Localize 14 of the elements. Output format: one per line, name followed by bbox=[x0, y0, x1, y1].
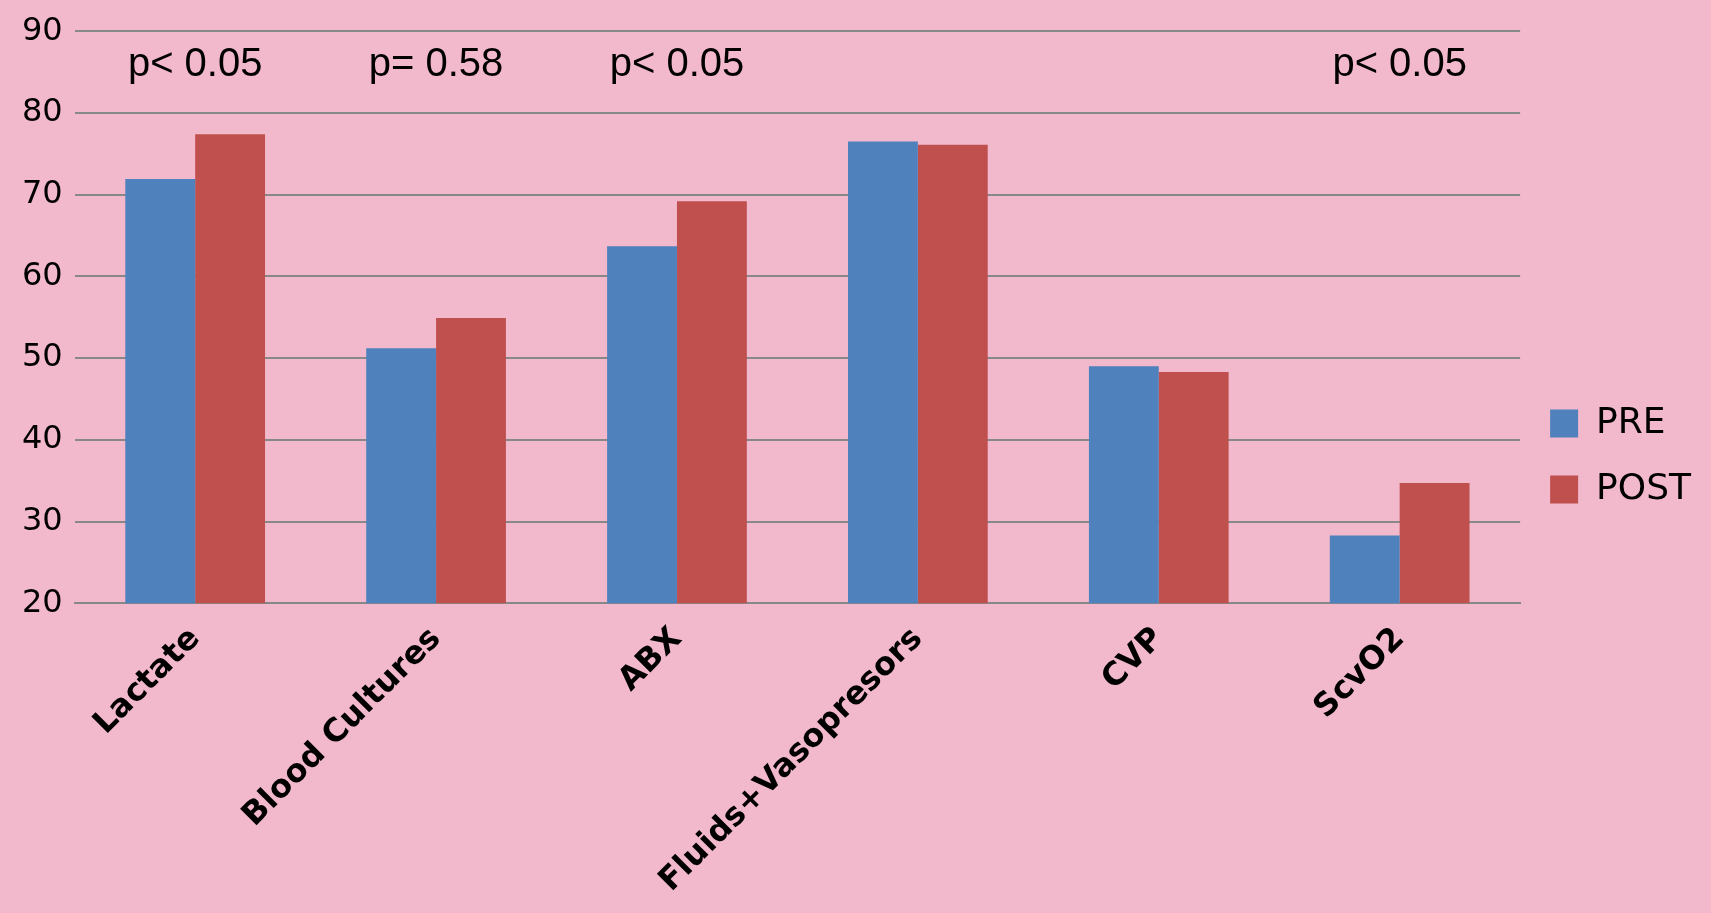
y-tick-label: 80 bbox=[22, 91, 63, 130]
legend-label: POST bbox=[1596, 465, 1693, 507]
y-tick-label: 70 bbox=[22, 172, 63, 211]
y-tick-label: 20 bbox=[22, 581, 63, 620]
y-tick-label: 60 bbox=[22, 254, 63, 293]
y-tick-label: 50 bbox=[22, 336, 63, 375]
y-tick-label: 30 bbox=[22, 499, 63, 538]
annotation: p< 0.05 bbox=[609, 40, 745, 85]
annotation: p< 0.05 bbox=[127, 40, 263, 85]
legend-label: PRE bbox=[1596, 399, 1666, 441]
annotation: p= 0.58 bbox=[368, 40, 504, 85]
y-tick-label: 90 bbox=[22, 9, 63, 48]
annotation: p< 0.05 bbox=[1332, 40, 1467, 85]
y-tick-label: 40 bbox=[22, 418, 63, 457]
